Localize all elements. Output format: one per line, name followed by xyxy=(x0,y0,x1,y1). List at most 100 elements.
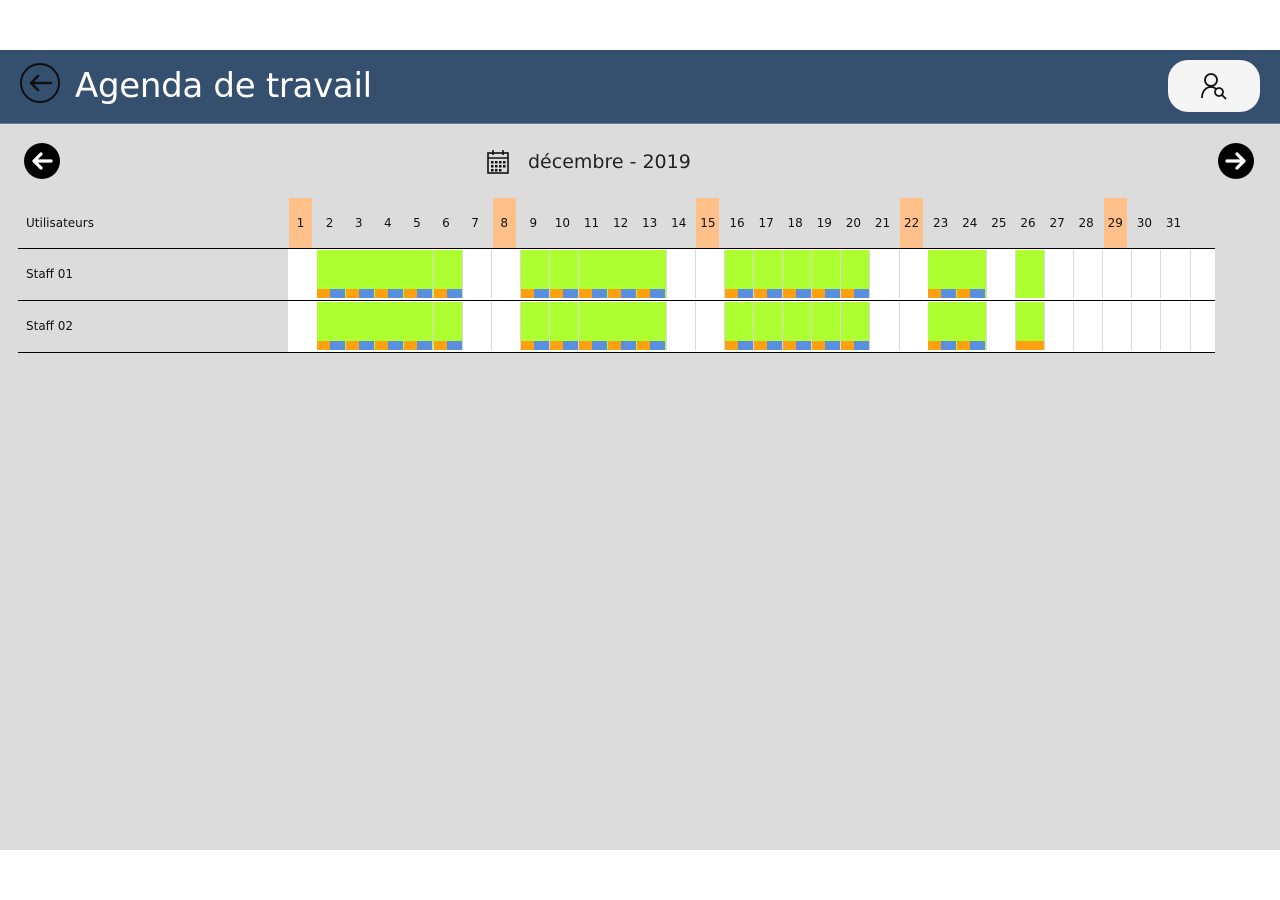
work-day-cell[interactable] xyxy=(724,302,755,350)
work-day-cell[interactable] xyxy=(1015,302,1046,350)
shift-segment-orange xyxy=(753,341,767,350)
work-day-cell[interactable] xyxy=(608,250,638,298)
user-search-button[interactable] xyxy=(1168,60,1260,112)
empty-day-cell[interactable] xyxy=(1132,302,1162,350)
shift-segment-blue xyxy=(417,341,433,350)
work-day-cell[interactable] xyxy=(840,302,871,350)
work-day-cell[interactable] xyxy=(811,302,842,350)
shift-segment-orange xyxy=(549,341,563,350)
shift-segment-orange xyxy=(957,289,971,298)
back-button[interactable] xyxy=(20,63,60,103)
work-day-cell[interactable] xyxy=(608,302,638,350)
work-day-cell[interactable] xyxy=(549,250,580,298)
shift-segment-blue xyxy=(621,289,637,298)
shift-segment-blue xyxy=(562,289,578,298)
empty-day-cell[interactable] xyxy=(1045,302,1075,350)
arrow-left-icon xyxy=(29,74,53,92)
work-day-cell[interactable] xyxy=(317,302,347,350)
empty-day-cell[interactable] xyxy=(463,302,493,350)
work-day-cell[interactable] xyxy=(1015,250,1046,298)
work-day-cell[interactable] xyxy=(404,302,434,350)
day-header-11: 11 xyxy=(583,216,600,230)
shift-segment-orange xyxy=(375,289,389,298)
work-day-cell[interactable] xyxy=(549,302,580,350)
empty-day-cell[interactable] xyxy=(288,302,318,350)
work-day-cell[interactable] xyxy=(433,250,464,298)
shift-segment-blue xyxy=(592,341,607,350)
shift-segment-orange xyxy=(375,341,389,350)
day-header-22: 22 xyxy=(900,198,924,248)
work-day-cell[interactable] xyxy=(346,250,376,298)
day-header-15: 15 xyxy=(696,198,720,248)
empty-day-cell[interactable] xyxy=(1161,302,1191,350)
work-day-cell[interactable] xyxy=(375,250,405,298)
empty-day-cell[interactable] xyxy=(986,302,1016,350)
work-day-cell[interactable] xyxy=(957,250,987,298)
day-header-23: 23 xyxy=(933,216,949,230)
empty-day-cell[interactable] xyxy=(1103,302,1133,350)
work-day-cell[interactable] xyxy=(840,250,871,298)
shift-segment-blue xyxy=(650,289,666,298)
work-day-cell[interactable] xyxy=(753,302,784,350)
shift-segment-orange xyxy=(928,341,942,350)
empty-day-cell[interactable] xyxy=(870,302,900,350)
work-day-cell[interactable] xyxy=(782,302,813,350)
empty-day-cell[interactable] xyxy=(695,250,725,298)
day-header-18: 18 xyxy=(787,216,803,230)
empty-day-cell[interactable] xyxy=(463,250,493,298)
work-day-cell[interactable] xyxy=(637,250,667,298)
work-day-cell[interactable] xyxy=(724,250,755,298)
empty-day-cell[interactable] xyxy=(899,302,929,350)
work-day-cell[interactable] xyxy=(957,302,987,350)
empty-day-cell[interactable] xyxy=(899,250,929,298)
work-day-cell[interactable] xyxy=(811,250,842,298)
work-day-cell[interactable] xyxy=(928,250,958,298)
shift-segment-blue xyxy=(388,289,404,298)
work-day-cell[interactable] xyxy=(753,250,784,298)
empty-day-cell[interactable] xyxy=(1074,302,1104,350)
shift-segment-orange xyxy=(549,289,563,298)
day-header-21: 21 xyxy=(874,216,891,230)
work-day-cell[interactable] xyxy=(579,250,609,298)
work-day-cell[interactable] xyxy=(346,302,376,350)
day-header-10: 10 xyxy=(554,216,571,230)
empty-day-cell[interactable] xyxy=(666,302,696,350)
work-day-cell[interactable] xyxy=(782,250,813,298)
empty-day-cell[interactable] xyxy=(986,250,1016,298)
empty-day-cell[interactable] xyxy=(288,250,318,298)
work-day-cell[interactable] xyxy=(928,302,958,350)
empty-day-cell[interactable] xyxy=(1161,250,1191,298)
day-header-8: 8 xyxy=(492,198,516,248)
work-day-cell[interactable] xyxy=(520,302,551,350)
empty-day-cell[interactable] xyxy=(492,302,522,350)
work-day-cell[interactable] xyxy=(404,250,434,298)
shift-segment-blue xyxy=(650,341,666,350)
day-header-30: 30 xyxy=(1136,216,1153,230)
empty-day-cell[interactable] xyxy=(870,250,900,298)
work-day-cell[interactable] xyxy=(520,250,551,298)
empty-day-cell[interactable] xyxy=(666,250,696,298)
shift-segment-blue xyxy=(446,289,462,298)
empty-day-cell[interactable] xyxy=(492,250,522,298)
next-month-button[interactable] xyxy=(1218,143,1254,179)
empty-day-cell[interactable] xyxy=(695,302,725,350)
work-day-cell[interactable] xyxy=(375,302,405,350)
shift-segment-orange xyxy=(811,341,825,350)
shift-segment-orange xyxy=(811,289,825,298)
work-day-cell[interactable] xyxy=(637,302,667,350)
empty-day-cell[interactable] xyxy=(1132,250,1162,298)
day-header-27: 27 xyxy=(1049,216,1065,230)
work-day-cell[interactable] xyxy=(317,250,347,298)
work-day-cell[interactable] xyxy=(433,302,464,350)
shift-segment-orange xyxy=(608,289,622,298)
calendar-icon[interactable] xyxy=(486,149,510,175)
work-day-cell[interactable] xyxy=(579,302,609,350)
shift-segment-orange xyxy=(433,289,447,298)
empty-day-cell[interactable] xyxy=(1103,250,1133,298)
previous-month-button[interactable] xyxy=(24,143,60,179)
day-header-5: 5 xyxy=(413,216,421,230)
month-selector[interactable]: décembre - 2019 xyxy=(486,148,691,176)
shift-segment-blue xyxy=(621,341,637,350)
empty-day-cell[interactable] xyxy=(1074,250,1104,298)
empty-day-cell[interactable] xyxy=(1045,250,1075,298)
